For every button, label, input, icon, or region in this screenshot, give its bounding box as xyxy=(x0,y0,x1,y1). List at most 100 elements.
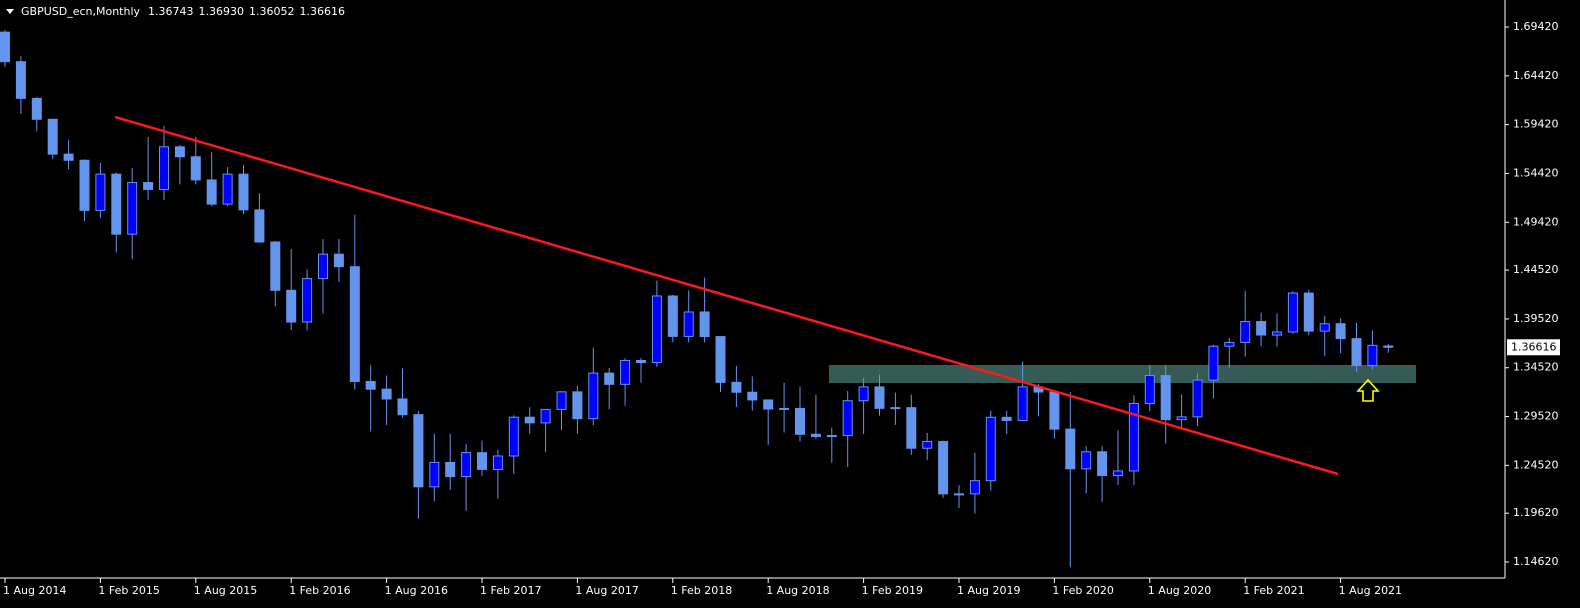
candle-body xyxy=(190,156,201,181)
x-tick-label: 1 Aug 2019 xyxy=(957,584,1020,597)
candle-body xyxy=(492,455,503,470)
candle-body xyxy=(508,416,519,457)
candle-body xyxy=(333,253,344,268)
candle-body xyxy=(381,388,392,400)
x-tick-label: 1 Feb 2016 xyxy=(289,584,350,597)
candle-body xyxy=(1144,375,1155,404)
candle-body xyxy=(556,391,567,410)
candle-body xyxy=(795,407,805,435)
candle-body xyxy=(715,336,726,383)
candle-body xyxy=(1272,331,1282,336)
y-tick-label: 1.24520 xyxy=(1513,458,1559,471)
candle-body xyxy=(906,407,917,449)
candle-body xyxy=(0,31,10,63)
candle-body xyxy=(1256,321,1267,336)
y-tick-label: 1.49420 xyxy=(1513,215,1559,228)
x-tick-label: 1 Aug 2016 xyxy=(385,584,448,597)
candle-body xyxy=(588,372,599,420)
candle-body xyxy=(15,61,26,99)
candle-body xyxy=(127,182,138,235)
ohlc-label: 1.36743 xyxy=(148,5,194,18)
y-tick-label: 1.44520 xyxy=(1513,263,1559,276)
candle-body xyxy=(1160,375,1171,421)
y-tick-label: 1.69420 xyxy=(1513,20,1559,33)
y-tick-label: 1.39520 xyxy=(1513,312,1559,325)
candle-body xyxy=(1287,292,1298,333)
candle-body xyxy=(143,182,154,190)
candle-body xyxy=(318,253,328,280)
support-zone xyxy=(829,365,1416,383)
candle-body xyxy=(159,146,169,190)
candle-body xyxy=(111,173,122,235)
candles xyxy=(0,30,1394,568)
candle-body xyxy=(683,311,694,337)
candle-body xyxy=(174,146,185,158)
x-tick-label: 1 Feb 2020 xyxy=(1052,584,1113,597)
candle-body xyxy=(667,295,678,337)
x-tick-label: 1 Aug 2017 xyxy=(575,584,638,597)
candle-body xyxy=(620,360,631,385)
y-tick-label: 1.19620 xyxy=(1513,506,1559,519)
candle-body xyxy=(699,311,710,338)
y-tick-label: 1.34520 xyxy=(1513,361,1559,374)
axes: 1.69420 1.64420 1.59420 1.54420 1.49420 1.445… xyxy=(0,0,1560,597)
candle-body xyxy=(1017,386,1028,421)
candle-body xyxy=(397,398,408,416)
y-tick-label: 1.14620 xyxy=(1513,555,1559,568)
candle-body xyxy=(763,399,774,410)
candle-body xyxy=(1176,416,1187,421)
drawings-back xyxy=(829,365,1416,383)
x-tick-label: 1 Feb 2021 xyxy=(1243,584,1304,597)
candle-body xyxy=(1224,341,1235,347)
candle-body xyxy=(747,391,758,401)
candle-body xyxy=(1128,402,1139,472)
candle-body xyxy=(842,400,853,437)
price-label-box xyxy=(1507,339,1560,356)
candle-body xyxy=(1319,323,1330,332)
ohlc-label: 1.36052 xyxy=(249,5,295,18)
candle-body xyxy=(238,173,249,211)
candle-body xyxy=(222,173,233,205)
x-tick-label: 1 Aug 2014 xyxy=(3,584,66,597)
candle-body xyxy=(1383,345,1394,348)
candle-body xyxy=(47,118,58,155)
x-tick-label: 1 Aug 2021 xyxy=(1339,584,1402,597)
menu-triangle xyxy=(6,9,14,14)
candle-body xyxy=(1081,451,1092,470)
candle-body xyxy=(31,97,42,120)
ohlc-label: 1.36930 xyxy=(199,5,245,18)
y-tick-label: 1.29520 xyxy=(1513,410,1559,423)
candle-body xyxy=(826,435,837,438)
candle-body xyxy=(1113,470,1123,477)
candle-body xyxy=(349,266,360,382)
candle-body xyxy=(651,295,662,364)
candle-body xyxy=(810,433,821,438)
candle-body xyxy=(1208,345,1219,381)
arrow-up xyxy=(1356,378,1380,402)
candle-body xyxy=(890,407,901,410)
candle-body xyxy=(874,386,885,409)
candle-body xyxy=(206,179,217,205)
header-ohlc: 1.36743 1.36930 1.36052 1.36616 xyxy=(148,5,345,18)
y-tick-label: 1.54420 xyxy=(1513,166,1559,179)
candle-body xyxy=(731,381,742,393)
candle-body xyxy=(1351,338,1362,367)
price-label: 1.36616 xyxy=(1511,340,1557,353)
candle-body xyxy=(365,380,376,390)
trend-line xyxy=(114,115,1339,476)
candle-body xyxy=(938,441,949,495)
symbol-title: GBPUSD_ecn,Monthly xyxy=(21,5,141,18)
candle-body xyxy=(969,480,980,495)
x-tick-label: 1 Feb 2017 xyxy=(480,584,541,597)
x-tick-label: 1 Aug 2015 xyxy=(194,584,257,597)
candle-body xyxy=(79,159,90,211)
candle-body xyxy=(524,416,535,424)
candle-body xyxy=(461,452,472,478)
y-tick-label: 1.59420 xyxy=(1513,118,1559,131)
candle-body xyxy=(1097,451,1108,477)
candle-body xyxy=(779,407,790,410)
candle-body xyxy=(985,416,996,482)
candle-body xyxy=(477,452,487,470)
